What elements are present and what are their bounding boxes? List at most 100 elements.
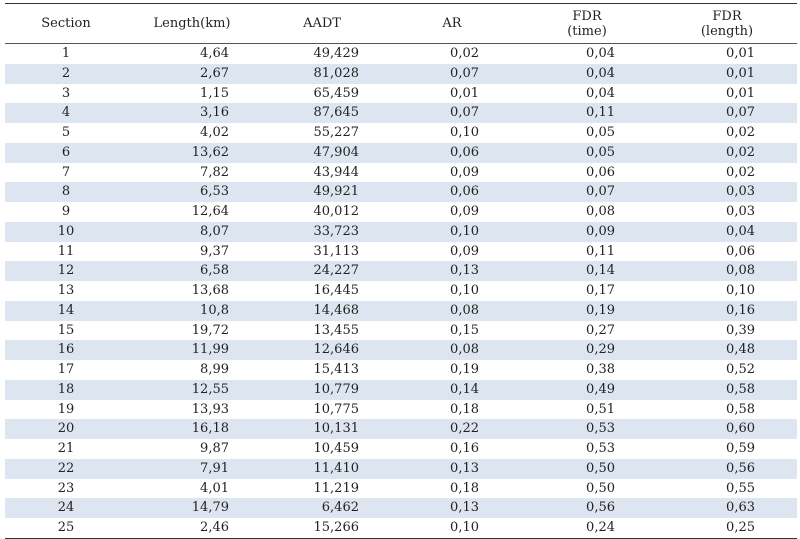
cell-aadt: 81,028 [257, 63, 387, 84]
cell-fdr-time: 0,27 [586, 322, 615, 338]
cell-fdr-time: 0,14 [517, 261, 657, 281]
cell-ar: 0,22 [387, 419, 517, 439]
table-row: 11 9,37 31,113 0,09 0,11 0,06 [5, 242, 797, 262]
cell-fdr-length: 0,63 [657, 498, 797, 518]
table-row: 24 14,79 6,462 0,13 0,56 0,63 [5, 498, 797, 518]
cell-section: 25 [5, 518, 127, 539]
cell-aadt: 10,459 [313, 441, 360, 456]
cell-fdr-length: 0,08 [657, 261, 797, 281]
table-row: 25 2,46 15,266 0,10 0,24 0,25 [5, 518, 797, 539]
cell-aadt: 40,012 [313, 204, 360, 219]
cell-length: 6,58 [127, 261, 257, 281]
cell-aadt: 10,779 [257, 379, 387, 400]
cell-ar: 0,08 [387, 300, 517, 321]
cell-fdr-time: 0,24 [517, 518, 657, 539]
cell-fdr-length: 0,01 [726, 85, 755, 101]
cell-aadt: 10,131 [257, 419, 387, 439]
table-row: 9 12,64 40,012 0,09 0,08 0,03 [5, 202, 797, 222]
cell-aadt: 24,227 [257, 261, 387, 281]
cell-fdr-time: 0,49 [517, 379, 657, 400]
cell-ar: 0,19 [450, 362, 479, 377]
cell-ar: 0,16 [450, 441, 479, 456]
cell-section: 24 [5, 498, 127, 518]
cell-length: 16,18 [127, 419, 257, 439]
cell-fdr-time: 0,04 [586, 46, 615, 61]
cell-ar: 0,14 [387, 379, 517, 400]
cell-ar: 0,09 [450, 164, 479, 180]
cell-ar: 0,06 [387, 182, 517, 202]
cell-length: 13,93 [191, 401, 229, 417]
cell-fdr-length: 0,03 [657, 182, 797, 202]
cell-section: 22 [5, 458, 127, 479]
cell-fdr-length: 0,01 [657, 63, 797, 84]
cell-length: 4,02 [200, 125, 229, 140]
table-row: 12 6,58 24,227 0,13 0,14 0,08 [5, 261, 797, 281]
cell-ar: 0,10 [450, 283, 479, 298]
cell-fdr-time: 0,17 [586, 283, 615, 298]
cell-section: 19 [57, 401, 75, 417]
cell-fdr-length: 0,39 [726, 322, 755, 338]
cell-fdr-length: 0,02 [726, 125, 755, 140]
section-data-table: Section Length(km) AADT AR FDR (time) FD… [5, 3, 797, 539]
cell-fdr-time: 0,19 [517, 300, 657, 321]
cell-section: 3 [61, 85, 71, 101]
header-ar: AR [387, 3, 517, 44]
cell-fdr-time: 0,09 [517, 221, 657, 242]
table-row: 17 8,99 15,413 0,19 0,38 0,52 [5, 360, 797, 380]
cell-aadt: 11,219 [313, 480, 360, 496]
cell-section: 18 [5, 379, 127, 400]
table-row: 18 12,55 10,779 0,14 0,49 0,58 [5, 379, 797, 400]
cell-aadt: 49,921 [257, 182, 387, 202]
cell-fdr-time: 0,56 [517, 498, 657, 518]
cell-section: 9 [61, 204, 71, 219]
cell-fdr-length: 0,04 [657, 221, 797, 242]
cell-section: 5 [61, 125, 71, 140]
cell-section: 16 [5, 340, 127, 360]
cell-fdr-time: 0,04 [517, 63, 657, 84]
cell-ar: 0,02 [450, 46, 479, 61]
cell-section: 20 [5, 419, 127, 439]
cell-length: 13,62 [127, 142, 257, 163]
cell-fdr-time: 0,05 [517, 142, 657, 163]
table-row: 3 1,15 65,459 0,01 0,04 0,01 [5, 84, 797, 104]
cell-aadt: 13,455 [313, 322, 360, 338]
cell-fdr-time: 0,11 [586, 243, 615, 259]
cell-length: 1,15 [200, 85, 229, 101]
table-row: 10 8,07 33,723 0,10 0,09 0,04 [5, 221, 797, 242]
cell-aadt: 6,462 [257, 498, 387, 518]
cell-ar: 0,13 [387, 498, 517, 518]
cell-ar: 0,06 [387, 142, 517, 163]
cell-ar: 0,10 [387, 518, 517, 539]
table-row: 5 4,02 55,227 0,10 0,05 0,02 [5, 123, 797, 143]
cell-aadt: 31,113 [313, 243, 360, 259]
cell-length: 12,64 [191, 204, 229, 219]
cell-fdr-length: 0,58 [657, 379, 797, 400]
cell-ar: 0,13 [387, 261, 517, 281]
cell-section: 1 [61, 46, 71, 61]
cell-ar: 0,18 [450, 480, 479, 496]
cell-ar: 0,07 [387, 103, 517, 123]
cell-fdr-time: 0,11 [517, 103, 657, 123]
cell-section: 13 [57, 283, 75, 298]
cell-fdr-time: 0,38 [586, 362, 615, 377]
cell-length: 7,91 [127, 458, 257, 479]
cell-fdr-time: 0,51 [586, 401, 615, 417]
table-row: 16 11,99 12,646 0,08 0,29 0,48 [5, 340, 797, 360]
cell-fdr-length: 0,06 [726, 243, 755, 259]
cell-section: 8 [5, 182, 127, 202]
table-row: 21 9,87 10,459 0,16 0,53 0,59 [5, 439, 797, 459]
cell-fdr-time: 0,05 [586, 125, 615, 140]
header-fdr-length-line2: (length) [700, 23, 754, 39]
cell-fdr-time: 0,04 [586, 85, 615, 101]
cell-section: 23 [57, 480, 75, 496]
cell-section: 12 [5, 261, 127, 281]
cell-fdr-length: 0,25 [657, 518, 797, 539]
cell-ar: 0,10 [387, 221, 517, 242]
header-fdr-length: FDR (length) [657, 3, 797, 44]
cell-length: 10,8 [127, 300, 257, 321]
cell-length: 13,68 [191, 283, 229, 298]
cell-length: 7,82 [200, 164, 229, 180]
cell-length: 14,79 [127, 498, 257, 518]
cell-ar: 0,09 [450, 204, 479, 219]
table-row: 2 2,67 81,028 0,07 0,04 0,01 [5, 63, 797, 84]
